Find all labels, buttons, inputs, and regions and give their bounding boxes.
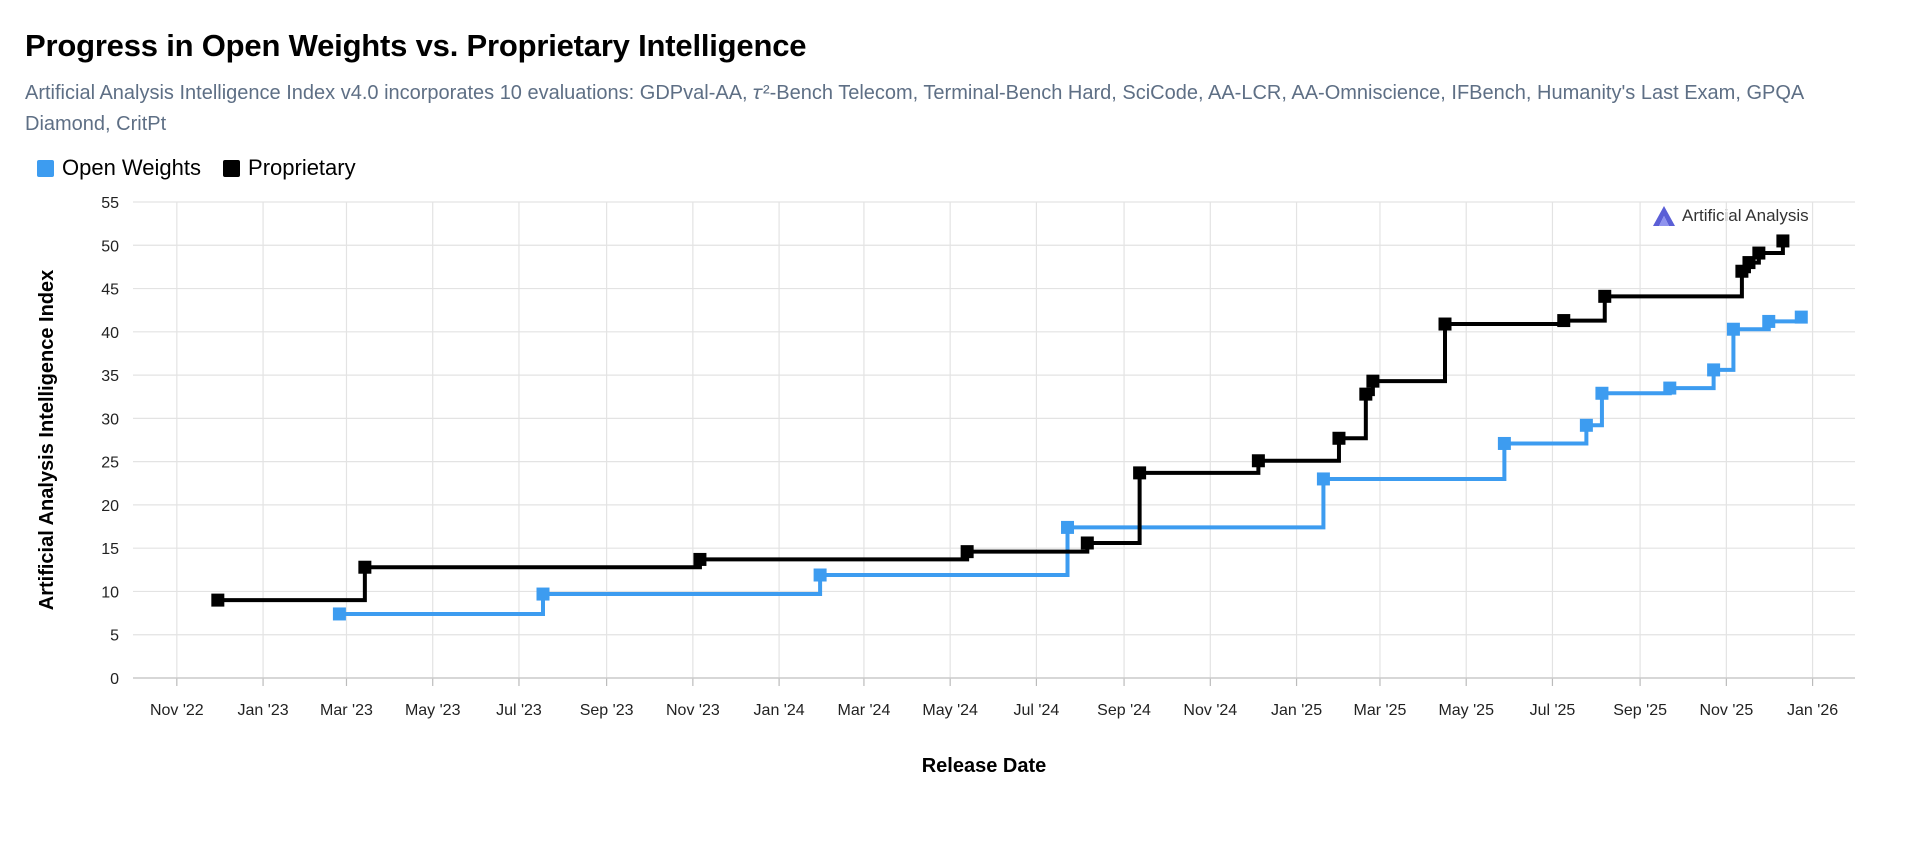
x-tick-label: Jan '26 — [1787, 702, 1838, 719]
data-point-open-weights[interactable] — [332, 607, 346, 621]
chart-title: Progress in Open Weights vs. Proprietary… — [25, 28, 807, 63]
legend-item-open-weights[interactable]: Open Weights — [37, 155, 201, 181]
y-tick-label: 5 — [110, 628, 119, 645]
data-point-open-weights[interactable] — [1707, 363, 1721, 377]
y-tick-label: 25 — [101, 455, 119, 472]
x-tick-label: May '24 — [922, 702, 978, 719]
data-point-open-weights[interactable] — [1579, 418, 1593, 432]
data-point-proprietary[interactable] — [693, 552, 707, 566]
x-tick-label: May '25 — [1438, 702, 1494, 719]
data-point-proprietary[interactable] — [1776, 234, 1790, 248]
data-point-proprietary[interactable] — [1359, 387, 1373, 401]
x-tick-label: Jul '23 — [496, 702, 542, 719]
x-tick-label: Sep '25 — [1613, 702, 1667, 719]
legend-swatch-open-weights — [37, 159, 54, 177]
y-tick-label: 15 — [101, 541, 119, 558]
data-point-open-weights[interactable] — [1663, 381, 1677, 395]
artificial-analysis-logo-icon — [1653, 206, 1675, 226]
y-tick-label: 40 — [101, 325, 119, 342]
data-point-proprietary[interactable] — [1080, 536, 1094, 550]
brand-watermark: Artificial Analysis — [1652, 205, 1809, 227]
x-tick-label: Sep '23 — [580, 702, 634, 719]
data-point-proprietary[interactable] — [358, 560, 372, 574]
data-point-proprietary[interactable] — [1438, 317, 1452, 331]
chart-legend: Open Weights Proprietary — [37, 155, 378, 181]
data-point-open-weights[interactable] — [1726, 322, 1740, 336]
legend-swatch-proprietary — [223, 159, 241, 177]
y-tick-label: 35 — [101, 368, 119, 385]
brand-label: Artificial Analysis — [1682, 206, 1809, 225]
chart-series — [211, 234, 1808, 621]
data-point-open-weights[interactable] — [813, 568, 827, 582]
y-tick-label: 20 — [101, 498, 119, 515]
data-point-proprietary[interactable] — [1133, 466, 1147, 480]
x-tick-label: Jan '25 — [1271, 702, 1322, 719]
legend-item-proprietary[interactable]: Proprietary — [223, 155, 356, 181]
data-point-proprietary[interactable] — [1752, 246, 1766, 260]
series-line-open-weights — [339, 317, 1804, 616]
x-tick-label: Jan '24 — [754, 702, 805, 719]
data-point-open-weights[interactable] — [1794, 310, 1808, 324]
data-point-proprietary[interactable] — [1598, 289, 1612, 303]
y-tick-label: 50 — [101, 238, 119, 255]
legend-label-proprietary: Proprietary — [248, 155, 356, 180]
y-tick-label: 55 — [101, 195, 119, 212]
x-tick-label: Nov '24 — [1183, 702, 1237, 719]
chart-grid — [133, 201, 1855, 679]
y-axis-ticks: 0 5 10 15 20 25 30 35 40 45 50 55 — [101, 195, 119, 688]
x-tick-label: Mar '23 — [320, 702, 373, 719]
x-tick-label: Nov '25 — [1699, 702, 1753, 719]
y-tick-label: 10 — [101, 584, 119, 601]
data-point-proprietary[interactable] — [1557, 314, 1571, 328]
chart-subtitle: Artificial Analysis Intelligence Index v… — [25, 82, 1804, 135]
x-tick-label: Jul '25 — [1530, 702, 1576, 719]
data-point-open-weights[interactable] — [1497, 436, 1511, 450]
y-tick-label: 45 — [101, 282, 119, 299]
y-tick-label: 30 — [101, 411, 119, 428]
data-point-open-weights[interactable] — [536, 587, 550, 601]
data-point-proprietary[interactable] — [1742, 256, 1756, 270]
data-point-proprietary[interactable] — [211, 593, 225, 607]
x-axis-ticks: Nov '22 Jan '23 Mar '23 May '23 Jul '23 Sep '… — [150, 678, 1838, 719]
data-point-open-weights[interactable] — [1316, 472, 1330, 486]
x-tick-label: May '23 — [405, 702, 461, 719]
data-point-open-weights[interactable] — [1762, 314, 1776, 328]
y-axis-title: Artificial Analysis Intelligence Index — [36, 270, 58, 610]
y-tick-label: 0 — [110, 671, 119, 688]
data-point-proprietary[interactable] — [1251, 454, 1265, 468]
data-point-open-weights[interactable] — [1061, 520, 1075, 534]
x-tick-label: Nov '23 — [666, 702, 720, 719]
x-tick-label: Jul '24 — [1014, 702, 1060, 719]
x-tick-label: Sep '24 — [1097, 702, 1151, 719]
data-point-proprietary[interactable] — [1366, 374, 1380, 388]
data-point-proprietary[interactable] — [960, 545, 974, 559]
legend-label-open-weights: Open Weights — [62, 155, 202, 180]
data-point-proprietary[interactable] — [1332, 431, 1346, 445]
x-tick-label: Mar '25 — [1354, 702, 1407, 719]
x-tick-label: Jan '23 — [238, 702, 289, 719]
x-tick-label: Mar '24 — [838, 702, 891, 719]
series-line-proprietary — [217, 240, 1785, 603]
x-tick-label: Nov '22 — [150, 702, 204, 719]
data-point-open-weights[interactable] — [1595, 386, 1609, 400]
x-axis-title: Release Date — [922, 755, 1047, 777]
